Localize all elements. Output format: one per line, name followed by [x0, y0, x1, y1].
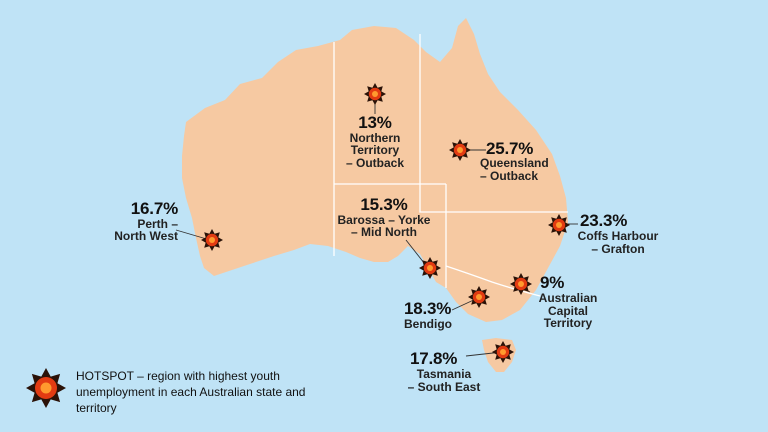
region-name: Tasmania [416, 367, 472, 381]
hotspot-icon [26, 368, 66, 408]
hotspot-icon-nt [364, 83, 386, 105]
region-name: – Grafton [591, 241, 645, 256]
region-name: Australian [538, 291, 598, 305]
region-name: – Outback [345, 156, 405, 171]
legend-text: HOTSPOT – region with highest youth unem… [76, 369, 306, 416]
region-label-qld-name: Queensland – Outback [480, 157, 560, 182]
region-label-tas-name: Tasmania – South East [400, 368, 488, 393]
region-label-nsw: 23.3% [580, 212, 670, 230]
mainland-shape [182, 18, 568, 322]
hotspot-icon-act [510, 273, 532, 295]
hotspot-icon-qld [449, 139, 471, 161]
region-name: North West [114, 229, 178, 244]
percent-value: 13% [358, 113, 392, 132]
region-name: Capital [547, 303, 588, 318]
percent-value: 16.7% [130, 199, 178, 218]
region-name: Queensland [480, 156, 549, 170]
region-label-wa: 16.7% Perth – North West [104, 200, 178, 243]
percent-value: 15.3% [360, 195, 408, 214]
hotspot-icon-wa [201, 229, 223, 251]
hotspot-icon-tas [492, 341, 514, 363]
region-name: – Mid North [351, 225, 417, 240]
region-name: Bendigo [404, 316, 452, 331]
spencer-gulf [400, 252, 412, 276]
region-label-vic: 18.3% Bendigo [404, 300, 474, 330]
percent-value: 25.7% [486, 139, 534, 158]
region-label-tas: 17.8% [410, 350, 470, 368]
region-name: Northern [349, 130, 401, 145]
percent-value: 18.3% [404, 299, 452, 318]
region-name: Perth – [137, 216, 178, 231]
region-label-nt: 13% Northern Territory – Outback [338, 114, 412, 170]
hotspot-icon-sa [419, 257, 441, 279]
region-label-qld: 25.7% [486, 140, 576, 158]
region-name: – South East [407, 379, 481, 394]
region-label-act-name: Australian Capital Territory [532, 292, 604, 330]
region-name: Coffs Harbour [577, 229, 659, 243]
region-name: – Outback [480, 168, 539, 183]
region-name: Territory [350, 143, 400, 158]
region-label-nsw-name: Coffs Harbour – Grafton [566, 230, 670, 255]
region-name: Territory [543, 316, 593, 331]
percent-value: 9% [540, 273, 565, 292]
percent-value: 23.3% [580, 211, 628, 230]
region-label-sa: 15.3% Barossa – Yorke – Mid North [330, 196, 438, 239]
region-label-act: 9% [540, 274, 600, 292]
percent-value: 17.8% [410, 349, 458, 368]
region-name: Barossa – Yorke [337, 212, 431, 227]
